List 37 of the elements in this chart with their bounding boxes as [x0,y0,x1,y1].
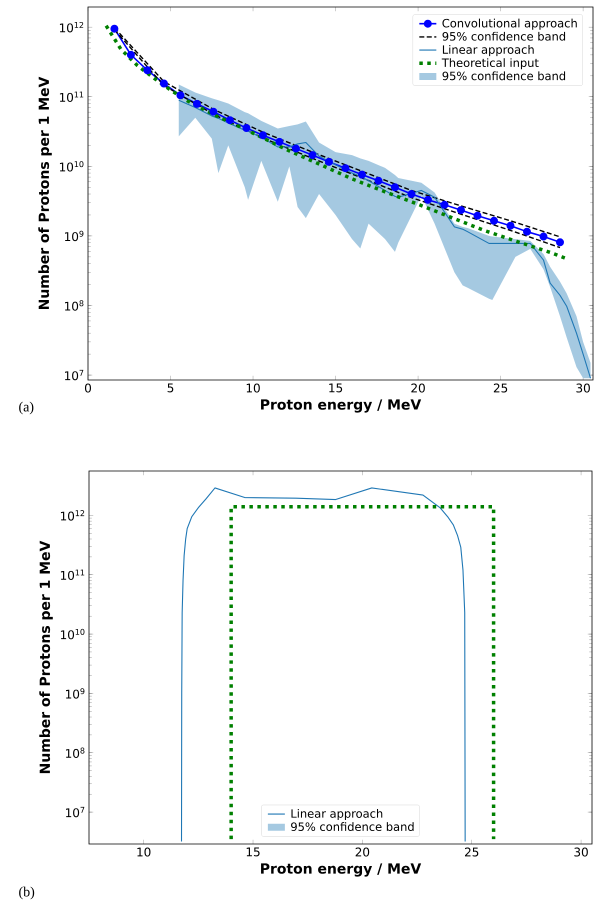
y-tick-label: 10$^{10}$ [60,628,84,640]
x-tick-label: 10 [137,848,150,857]
x-tick-label: 25 [464,848,478,857]
x-tick-label: 15 [246,848,260,856]
y-tick-label: 10$^{9}$ [65,230,84,242]
x-tick-label: 20 [356,848,370,857]
text: (b) [19,886,34,900]
legend-label: 95% confidence band [442,32,566,41]
y-tick-label: 10$^{12}$ [60,510,84,521]
annotation: 95% confidence band [442,71,566,80]
y-tick-label: 10$^{8}$ [65,300,84,311]
y-tick-label: 10$^{7}$ [66,806,84,818]
y-tick-label: 10$^{11}$ [60,92,84,102]
y-axis-title: Number of Protons per 1 MeV [38,76,52,310]
y-tick-label: 10$^{10}$ [60,161,84,172]
x-tick-label: 5 [168,384,174,392]
x-axis-title: Proton energy / MeV [261,399,422,413]
x-tick-label: 15 [329,384,342,392]
y-axis-title: Number of Protons per 1 MeV [39,540,53,774]
x-tick-label: 25 [494,384,508,393]
legend-label: Theoretical input [442,58,539,70]
x-axis-title: Proton energy / MeV [261,863,422,877]
y-tick-label: 10$^{7}$ [65,370,84,380]
x-tick-label: 20 [411,384,425,393]
legend-label: Linear approach [291,808,382,820]
x-tick-label: 30 [574,848,588,857]
legend-label: Linear approach [442,45,534,56]
x-tick-label: 0 [84,384,92,393]
y-tick-label: 10$^{11}$ [60,570,84,580]
y-tick-label: 10$^{12}$ [60,22,84,32]
legend-label: Convolutional approach [442,18,577,30]
x-tick-label: 30 [576,384,590,393]
y-tick-label: 10$^{8}$ [66,748,84,758]
y-tick-label: 10$^{9}$ [66,688,84,699]
x-tick-label: 10 [246,384,260,393]
annotation: 95% confidence band [291,822,414,832]
text: (a) [19,402,34,414]
